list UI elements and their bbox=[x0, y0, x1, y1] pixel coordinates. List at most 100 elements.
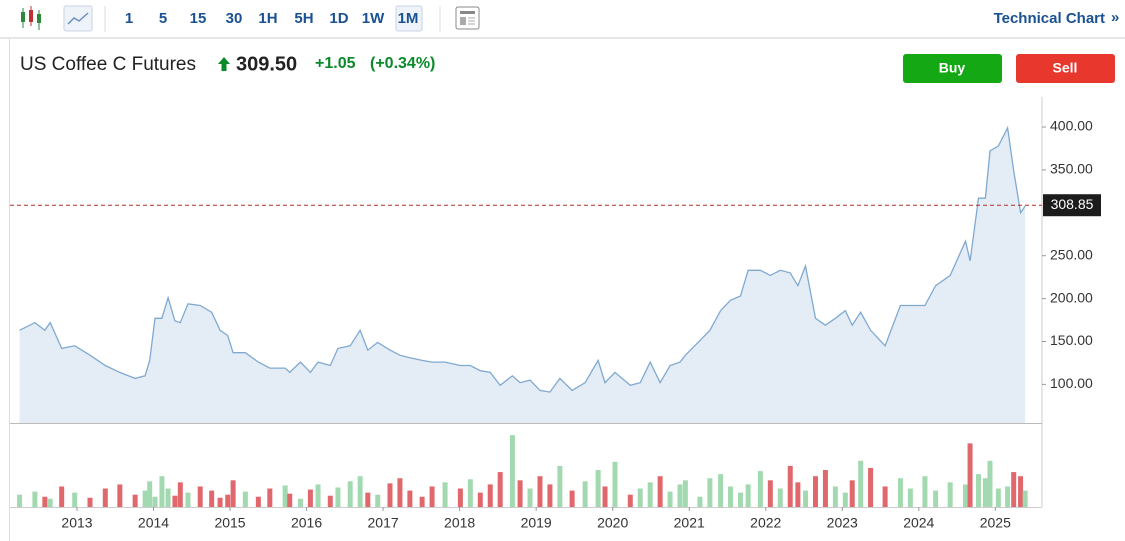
volume-bar bbox=[787, 465, 793, 507]
volume-bar bbox=[933, 490, 939, 507]
volume-bar bbox=[1011, 472, 1017, 507]
volume-bar bbox=[657, 476, 663, 507]
price-line bbox=[19, 125, 1026, 393]
volume-bar bbox=[209, 490, 215, 507]
volume-bar bbox=[637, 488, 643, 507]
up-arrow bbox=[218, 57, 230, 71]
volume-bar bbox=[357, 476, 363, 507]
technical-chart-arrow[interactable]: » bbox=[1111, 9, 1119, 26]
volume-bar bbox=[987, 460, 993, 507]
volume-bar bbox=[87, 497, 93, 507]
volume-bar bbox=[569, 490, 575, 507]
interval-button[interactable]: 1D bbox=[329, 10, 348, 27]
active-interval-bg bbox=[395, 5, 423, 32]
price-change-pct: (+0.34%) bbox=[370, 55, 435, 72]
y-tick-label: 100.00 bbox=[1050, 375, 1093, 391]
chart: Investing.com100.00150.00200.00250.00350… bbox=[10, 97, 1101, 531]
volume-bar bbox=[795, 482, 801, 507]
volume-bar bbox=[1005, 486, 1011, 507]
volume-bar bbox=[647, 482, 653, 507]
volume-bar bbox=[757, 471, 763, 507]
volume-bar bbox=[47, 498, 53, 507]
volume-bar bbox=[677, 484, 683, 507]
sell-button[interactable] bbox=[1016, 54, 1115, 83]
line-chart-icon[interactable] bbox=[63, 5, 93, 32]
volume-bar bbox=[803, 490, 809, 507]
x-tick-label: 2015 bbox=[214, 515, 245, 531]
buy-label[interactable]: Buy bbox=[939, 60, 966, 76]
volume-bar bbox=[347, 481, 353, 507]
volume-bar bbox=[1022, 490, 1028, 507]
volume-bar bbox=[102, 488, 108, 507]
volume-bar bbox=[907, 488, 913, 507]
volume-bar bbox=[967, 443, 973, 507]
y-tick-label: 150.00 bbox=[1050, 332, 1093, 348]
volume-bar bbox=[882, 486, 888, 507]
volume-bar bbox=[255, 496, 261, 507]
volume-bar bbox=[557, 465, 563, 507]
volume-bar bbox=[217, 497, 223, 507]
x-tick-label: 2022 bbox=[750, 515, 781, 531]
interval-button[interactable]: 5 bbox=[159, 10, 167, 27]
volume-bar bbox=[897, 478, 903, 507]
volume-bar bbox=[832, 486, 838, 507]
volume-bar bbox=[777, 488, 783, 507]
volume-bar bbox=[547, 484, 553, 507]
interval-button[interactable]: 30 bbox=[226, 10, 243, 27]
volume-bar bbox=[165, 488, 171, 507]
volume-bar bbox=[407, 490, 413, 507]
last-price-label: 308.85 bbox=[1051, 196, 1094, 212]
volume-bar bbox=[267, 488, 273, 507]
interval-button[interactable]: 5H bbox=[294, 10, 313, 27]
y-tick-label: 200.00 bbox=[1050, 289, 1093, 305]
volume-bar bbox=[282, 485, 288, 507]
volume-bar bbox=[868, 467, 874, 507]
buy-button[interactable] bbox=[903, 54, 1002, 83]
volume-bar bbox=[767, 480, 773, 507]
volume-bar bbox=[17, 494, 23, 507]
volume-bar bbox=[72, 492, 78, 507]
volume-bar bbox=[142, 490, 148, 507]
volume-bar bbox=[419, 496, 425, 507]
interval-button[interactable]: 1M bbox=[398, 10, 419, 27]
x-tick-label: 2013 bbox=[61, 515, 92, 531]
volume-bar bbox=[242, 491, 248, 507]
volume-bar bbox=[812, 476, 818, 507]
volume-bar bbox=[387, 483, 393, 507]
x-tick-label: 2017 bbox=[368, 515, 399, 531]
x-tick-label: 2021 bbox=[674, 515, 705, 531]
candlestick-icon[interactable] bbox=[21, 6, 41, 30]
volume-bar bbox=[737, 492, 743, 507]
sell-label[interactable]: Sell bbox=[1053, 60, 1078, 76]
interval-button[interactable]: 1W bbox=[362, 10, 385, 27]
volume-bar bbox=[822, 470, 828, 507]
interval-button[interactable]: 15 bbox=[190, 10, 207, 27]
volume-bar bbox=[429, 486, 435, 507]
volume-bar bbox=[287, 493, 293, 507]
interval-button[interactable]: 1H bbox=[258, 10, 277, 27]
volume-bar bbox=[477, 492, 483, 507]
instrument-title: US Coffee C Futures bbox=[20, 54, 196, 75]
volume-bar bbox=[995, 488, 1001, 507]
interval-button[interactable]: 1 bbox=[125, 10, 133, 27]
volume-bar bbox=[497, 472, 503, 507]
price-area bbox=[19, 127, 1026, 424]
volume-bar bbox=[627, 494, 633, 507]
volume-bar bbox=[117, 484, 123, 507]
volume-bar bbox=[595, 470, 601, 507]
volume-bar bbox=[457, 488, 463, 507]
y-tick-label: 400.00 bbox=[1050, 118, 1093, 134]
volume-bar bbox=[172, 495, 178, 507]
volume-bar bbox=[745, 484, 751, 507]
volume-bar bbox=[612, 461, 618, 507]
volume-bar bbox=[147, 481, 153, 507]
layout-icon[interactable] bbox=[455, 6, 480, 30]
volume-bar bbox=[32, 491, 38, 507]
volume-bar bbox=[962, 484, 968, 507]
volume-bar bbox=[487, 484, 493, 507]
technical-chart-link[interactable]: Technical Chart bbox=[994, 10, 1105, 27]
y-tick-label: 350.00 bbox=[1050, 161, 1093, 177]
x-tick-label: 2016 bbox=[291, 515, 322, 531]
volume-bar bbox=[842, 492, 848, 507]
volume-bar bbox=[667, 491, 673, 507]
